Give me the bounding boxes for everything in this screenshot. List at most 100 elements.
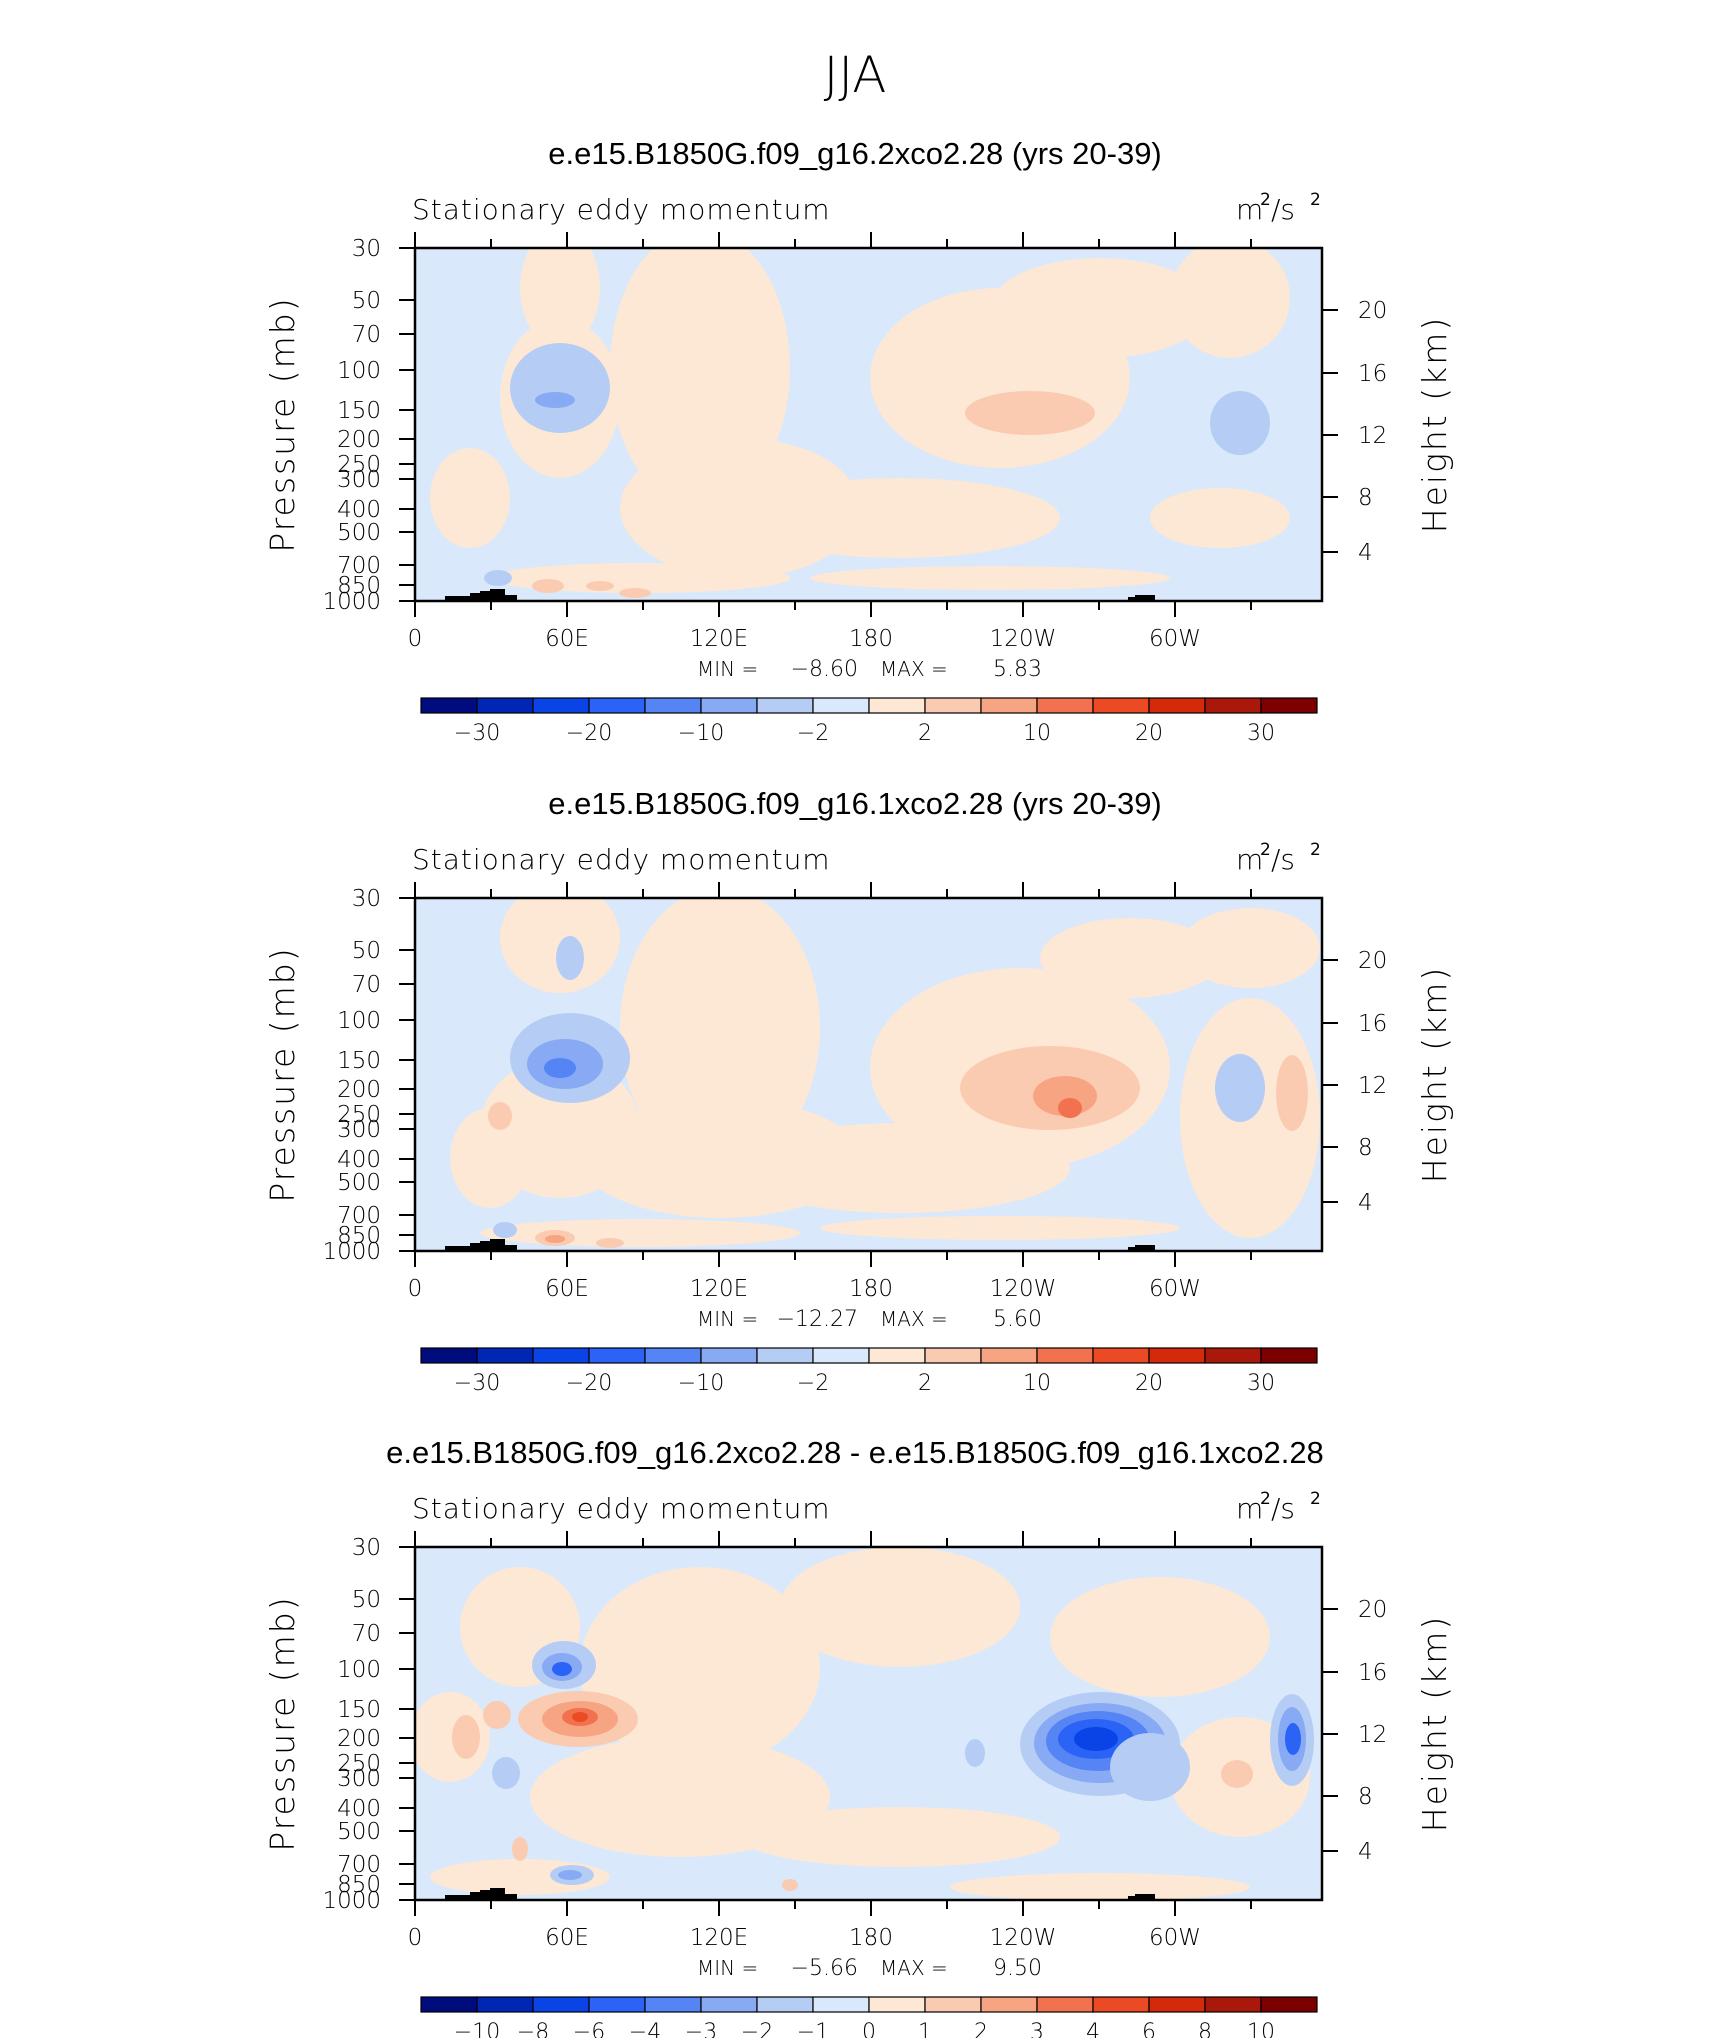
y-right-axis-label: Height (km)	[1415, 1615, 1454, 1832]
y-tick-label: 500	[337, 1170, 381, 1196]
colorbar-label: 10	[1023, 721, 1051, 746]
max-label: MAX =	[880, 657, 948, 681]
colorbar-box	[756, 1347, 814, 1364]
contour-region	[820, 1216, 1180, 1240]
colorbar-label: −4	[629, 2020, 661, 2038]
colorbar-box	[1260, 1347, 1318, 1364]
min-value: −8.60	[791, 657, 858, 682]
colorbar-box	[420, 1347, 478, 1364]
colorbar-box	[1148, 1347, 1206, 1364]
y-tick-label: 400	[337, 1147, 381, 1173]
left-string: Stationary eddy momentum	[412, 1492, 831, 1525]
colorbar-box	[644, 1347, 702, 1364]
min-value: −5.66	[791, 1956, 858, 1981]
x-tick-label: 120W	[990, 1925, 1057, 1951]
colorbar-label: 20	[1135, 1371, 1163, 1396]
colorbar-label: −30	[454, 1371, 500, 1396]
max-value: 9.50	[993, 1956, 1042, 1981]
units-exponent: 2	[1310, 840, 1321, 860]
chart-panel-1: e.e15.B1850G.f09_g16.2xco2.28 (yrs 20-39…	[263, 136, 1454, 746]
contour-region	[490, 563, 790, 593]
contour-region	[1074, 1727, 1118, 1751]
colorbar-box	[1204, 697, 1262, 714]
colorbar-box	[1092, 1996, 1150, 2013]
colorbar-label: 0	[862, 2020, 876, 2038]
y-right-tick-label: 8	[1358, 1784, 1373, 1810]
terrain	[490, 1888, 505, 1900]
colorbar-box	[980, 697, 1038, 714]
x-tick-label: 60E	[545, 626, 589, 652]
colorbar-label: 2	[918, 1371, 932, 1396]
contour-region	[483, 1701, 511, 1729]
y-axis-label: Pressure (mb)	[263, 1595, 302, 1851]
y-right-tick-label: 20	[1358, 948, 1387, 974]
colorbar-label: −3	[685, 2020, 717, 2038]
terrain	[505, 1894, 517, 1900]
contour-region	[580, 1567, 820, 1767]
units-base: m	[1236, 843, 1263, 876]
terrain	[470, 1243, 482, 1251]
y-tick-label: 50	[352, 938, 381, 964]
x-tick-label: 120W	[990, 626, 1057, 652]
colorbar-label: −10	[678, 721, 724, 746]
y-tick-label: 300	[337, 1117, 381, 1143]
x-tick-label: 60W	[1149, 1276, 1201, 1302]
terrain	[505, 1245, 517, 1251]
colorbar-box	[756, 1996, 814, 2013]
y-axis-label: Pressure (mb)	[263, 946, 302, 1202]
colorbar-label: −6	[573, 2020, 605, 2038]
plot-frame	[413, 1545, 1324, 1902]
colorbar-label: 30	[1247, 721, 1275, 746]
y-right-tick-label: 8	[1358, 1135, 1373, 1161]
colorbar-label: −2	[797, 1371, 829, 1396]
y-right-axis-label: Height (km)	[1415, 966, 1454, 1183]
terrain	[480, 1890, 492, 1900]
colorbar-box	[588, 1347, 646, 1364]
colorbar-label: −10	[678, 1371, 724, 1396]
y-right-tick-label: 12	[1358, 1722, 1387, 1748]
y-tick-label: 70	[352, 322, 381, 348]
x-tick-label: 180	[849, 1925, 893, 1951]
y-right-tick-label: 20	[1358, 1597, 1387, 1623]
contour-region	[730, 1123, 1070, 1213]
colorbar-box	[644, 697, 702, 714]
y-right-axis-label: Height (km)	[1415, 316, 1454, 533]
units-slash-s: /s	[1271, 193, 1295, 226]
terrain	[445, 596, 470, 601]
colorbar-box	[532, 697, 590, 714]
max-label: MAX =	[880, 1956, 948, 1980]
colorbar-box	[980, 1996, 1038, 2013]
units-exponent: 2	[1260, 190, 1271, 210]
colorbar-box	[924, 1996, 982, 2013]
colorbar-box	[1036, 1996, 1094, 2013]
contour-region	[1110, 1733, 1190, 1801]
colorbar-box	[812, 1347, 870, 1364]
contour-field	[415, 248, 1322, 601]
colorbar-box	[1260, 697, 1318, 714]
y-tick-label: 30	[352, 1535, 381, 1561]
colorbar-box	[1148, 697, 1206, 714]
y-tick-label: 700	[337, 1852, 381, 1878]
units-slash-s: /s	[1271, 1492, 1295, 1525]
y-tick-label: 500	[337, 520, 381, 546]
colorbar-label: 10	[1023, 1371, 1051, 1396]
contour-region	[619, 588, 651, 598]
y-right-tick-label: 4	[1358, 1839, 1373, 1865]
contour-region	[950, 1873, 1250, 1900]
contour-region	[780, 1547, 1020, 1667]
colorbar-box	[1260, 1996, 1318, 2013]
y-tick-label: 150	[337, 398, 381, 424]
contour-region	[620, 898, 820, 1168]
terrain	[1128, 597, 1136, 601]
y-tick-label: 200	[337, 1726, 381, 1752]
terrain	[490, 1239, 505, 1251]
colorbar-box	[700, 1347, 758, 1364]
units-exponent: 2	[1310, 190, 1321, 210]
y-right-tick-label: 16	[1358, 361, 1387, 387]
x-tick-label: 0	[408, 626, 423, 652]
terrain	[480, 1241, 492, 1251]
y-tick-label: 400	[337, 1796, 381, 1822]
contour-region	[510, 343, 610, 433]
terrain	[445, 1246, 470, 1251]
contour-region	[492, 1757, 520, 1789]
